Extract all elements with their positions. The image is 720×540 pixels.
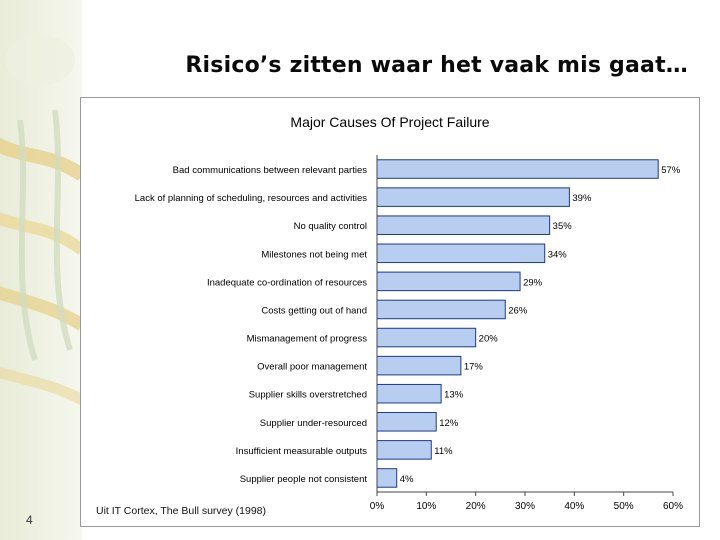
x-tick-label: 0% <box>370 501 385 512</box>
category-label: Bad communications between relevant part… <box>173 165 368 176</box>
category-label: Insufficient measurable outputs <box>236 446 368 457</box>
data-label: 13% <box>444 390 464 401</box>
category-label: Supplier under-resourced <box>260 418 367 429</box>
data-label: 29% <box>523 277 543 288</box>
category-label: Overall poor management <box>257 362 367 373</box>
category-label: Mismanagement of progress <box>247 334 368 345</box>
data-label: 35% <box>553 221 573 232</box>
page-number: 4 <box>26 513 33 527</box>
category-label: Inadequate co-ordination of resources <box>207 277 367 288</box>
x-tick-label: 60% <box>663 501 683 512</box>
x-tick-label: 20% <box>466 501 486 512</box>
bar <box>376 440 432 460</box>
decorative-background <box>0 0 82 540</box>
bars-layer: Bad communications between relevant part… <box>135 159 681 488</box>
category-label: Supplier skills overstretched <box>249 390 367 401</box>
bar <box>376 271 521 292</box>
data-label: 17% <box>464 362 484 373</box>
bar <box>376 383 442 404</box>
bar <box>376 468 398 488</box>
chart-title: Major Causes Of Project Failure <box>290 114 489 130</box>
bar-chart: Major Causes Of Project Failure Bad comm… <box>80 97 700 527</box>
category-label: Milestones not being met <box>261 249 367 260</box>
data-label: 34% <box>548 249 568 260</box>
data-label: 4% <box>400 474 414 485</box>
decorative-pattern <box>0 0 82 540</box>
x-tick-label: 10% <box>416 501 436 512</box>
data-label: 20% <box>479 334 499 345</box>
chart-panel: Major Causes Of Project Failure Bad comm… <box>80 97 700 527</box>
bar <box>376 355 462 376</box>
data-label: 26% <box>508 305 528 316</box>
bar <box>376 243 546 264</box>
category-label: No quality control <box>294 221 367 232</box>
bar <box>376 187 570 207</box>
bar <box>376 215 551 235</box>
category-label: Supplier people not consistent <box>240 474 368 485</box>
category-label: Costs getting out of hand <box>261 305 367 316</box>
bar <box>376 412 437 432</box>
axis-layer: 0% 10% 20% 30% 40% 50% 60% <box>370 155 683 512</box>
data-label: 11% <box>434 446 453 457</box>
x-tick-label: 50% <box>614 501 634 512</box>
x-tick-label: 30% <box>515 501 535 512</box>
slide-title: Risico’s zitten waar het vaak mis gaat… <box>185 53 688 78</box>
bar <box>376 299 506 320</box>
bar <box>376 159 659 179</box>
data-label: 57% <box>661 165 681 176</box>
data-label: 12% <box>439 418 459 429</box>
x-tick-label: 40% <box>564 501 584 512</box>
data-label: 39% <box>572 193 592 204</box>
category-label: Lack of planning of scheduling, resource… <box>135 193 368 204</box>
source-note: Uit IT Cortex, The Bull survey (1998) <box>96 505 267 517</box>
bar <box>376 327 477 348</box>
